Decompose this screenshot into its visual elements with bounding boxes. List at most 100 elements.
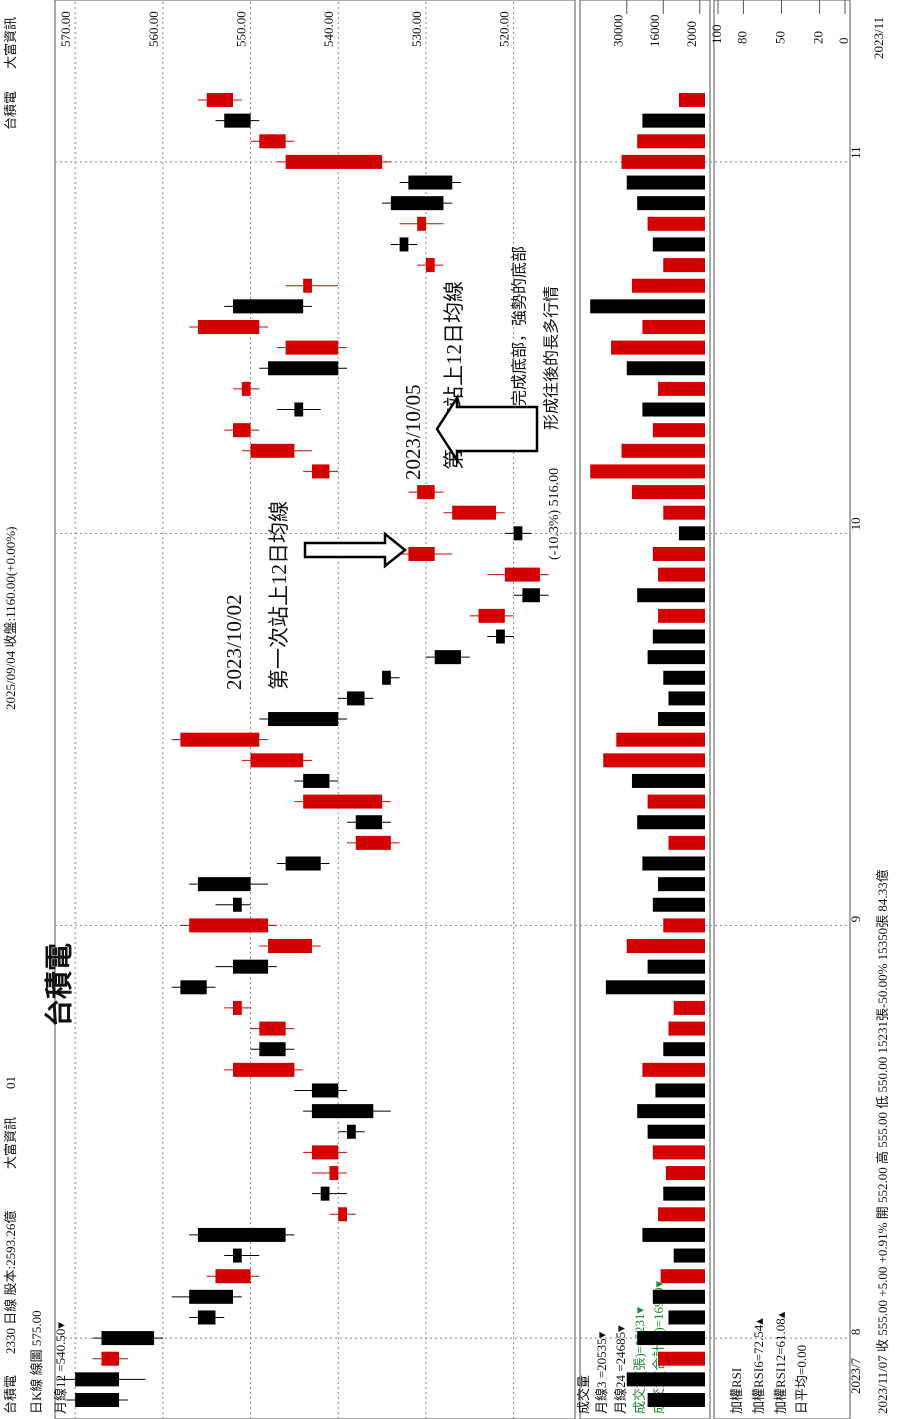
candle-body bbox=[268, 361, 339, 376]
candle-body bbox=[311, 1083, 339, 1098]
candle-body bbox=[180, 980, 207, 995]
y-tick-label: 80 bbox=[734, 31, 749, 44]
candle-body bbox=[347, 691, 365, 706]
volume-bar bbox=[652, 897, 706, 912]
volume-bar bbox=[673, 1000, 706, 1015]
volume-bar bbox=[642, 856, 705, 871]
volume-bar bbox=[652, 546, 706, 561]
candle-body bbox=[303, 794, 383, 809]
candle-body bbox=[382, 670, 391, 685]
candle-body bbox=[189, 918, 269, 933]
y-tick-label: 570.00 bbox=[58, 11, 73, 47]
volume-bar bbox=[663, 1186, 705, 1201]
volume-bar bbox=[631, 773, 706, 788]
volume-bar bbox=[621, 443, 705, 458]
volume-bar bbox=[647, 959, 706, 974]
candle-body bbox=[425, 258, 435, 273]
volume-bar bbox=[673, 1248, 706, 1263]
candle-body bbox=[101, 1351, 120, 1366]
arrow bbox=[435, 393, 539, 465]
rsi-panel bbox=[713, 0, 851, 1419]
candle-body bbox=[338, 1207, 348, 1222]
candle-body bbox=[496, 629, 505, 644]
volume-bar bbox=[637, 815, 705, 830]
candle-body bbox=[452, 505, 497, 520]
volume-bar bbox=[647, 794, 706, 809]
legend: 日K線 線圖 575.00 bbox=[29, 1310, 44, 1414]
candle-body bbox=[75, 1372, 120, 1387]
candle-body bbox=[259, 1042, 286, 1057]
candle-body bbox=[285, 154, 383, 169]
y-tick-label: 50 bbox=[772, 31, 787, 44]
candle-body bbox=[268, 712, 339, 727]
volume-bar bbox=[642, 319, 705, 334]
volume-bar bbox=[642, 1062, 705, 1077]
right-name: 台積電 bbox=[3, 91, 18, 130]
candle-body bbox=[417, 485, 435, 500]
candle-body bbox=[504, 567, 540, 582]
header-code: 01 bbox=[3, 1076, 18, 1089]
volume-bar bbox=[647, 650, 706, 665]
volume-bar bbox=[658, 1207, 705, 1222]
volume-bar bbox=[637, 1331, 705, 1346]
annotation: 2023/10/02 bbox=[222, 594, 246, 690]
volume-bar bbox=[652, 1145, 706, 1160]
start-date: 2023/7 bbox=[848, 1357, 863, 1394]
candle-body bbox=[399, 237, 409, 252]
volume-bar bbox=[658, 712, 705, 727]
candle-body bbox=[311, 1104, 374, 1119]
candle-body bbox=[285, 340, 339, 355]
legend: 月線12 =540.50▾ bbox=[53, 1322, 68, 1414]
volume-bar bbox=[637, 134, 705, 149]
volume-bar bbox=[642, 113, 705, 128]
annotation: 第一次站上12日均線 bbox=[267, 501, 291, 690]
volume-bar bbox=[663, 1042, 705, 1057]
volume-bar bbox=[665, 1166, 706, 1181]
candle-body bbox=[75, 1393, 120, 1407]
volume-bar bbox=[668, 1021, 706, 1036]
candle-body bbox=[233, 1000, 242, 1015]
arrow bbox=[303, 531, 408, 569]
candle-body bbox=[311, 1145, 339, 1160]
volume-title: 成交量 bbox=[576, 1375, 591, 1414]
y-tick-label: 560.00 bbox=[146, 11, 161, 47]
candle-body bbox=[303, 278, 312, 293]
volume-bar bbox=[678, 93, 705, 107]
volume-bar bbox=[626, 175, 706, 190]
candle-body bbox=[320, 1186, 330, 1201]
candle-body bbox=[355, 815, 383, 830]
volume-bar bbox=[663, 918, 705, 933]
rsi-title: 加權RSI bbox=[729, 1368, 744, 1414]
legend: 加權RSI12=61.08▴ bbox=[773, 1311, 788, 1414]
header-source: 大富資訊 bbox=[3, 1117, 18, 1169]
volume-bar bbox=[642, 402, 705, 417]
legend: 月線3 =20535▾ bbox=[594, 1331, 609, 1414]
candle-body bbox=[513, 526, 523, 541]
x-tick-label: 11 bbox=[848, 146, 863, 159]
candle-body bbox=[197, 319, 260, 334]
y-tick-label: 530.00 bbox=[409, 11, 424, 47]
legend: 月線24 =24685▾ bbox=[613, 1325, 628, 1414]
candle-body bbox=[197, 1310, 216, 1325]
volume-bar bbox=[668, 1310, 706, 1325]
volume-bar bbox=[663, 505, 705, 520]
chart-title: 台積電 bbox=[42, 943, 75, 1027]
volume-bar bbox=[605, 980, 705, 995]
candle-body bbox=[408, 175, 453, 190]
volume-bar bbox=[652, 1289, 706, 1304]
volume-bar bbox=[660, 1269, 705, 1284]
candle-body bbox=[268, 939, 312, 954]
volume-bar bbox=[590, 464, 706, 479]
volume-bar bbox=[626, 939, 706, 954]
y-tick-label: 550.00 bbox=[234, 11, 249, 47]
candle-body bbox=[197, 1227, 286, 1242]
volume-bar bbox=[652, 237, 706, 252]
volume-bar bbox=[631, 278, 706, 293]
price-panel bbox=[54, 0, 576, 1419]
volume-bar bbox=[655, 1083, 705, 1098]
volume-bar bbox=[637, 196, 705, 211]
volume-bar bbox=[658, 1351, 705, 1366]
x-tick-label: 8 bbox=[848, 1329, 863, 1336]
volume-bar bbox=[642, 1227, 705, 1242]
candle-body bbox=[180, 732, 260, 747]
